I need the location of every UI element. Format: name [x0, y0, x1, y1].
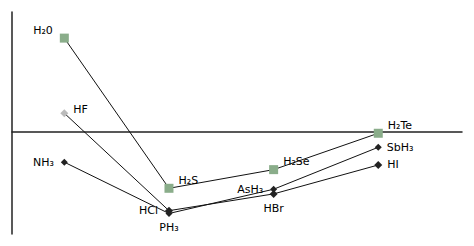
- svg-text:HI: HI: [387, 158, 399, 171]
- svg-text:HBr: HBr: [263, 202, 284, 215]
- svg-text:SbH₃: SbH₃: [387, 141, 414, 154]
- svg-text:H₂Se: H₂Se: [283, 155, 310, 168]
- svg-text:AsH₃: AsH₃: [237, 183, 263, 196]
- svg-text:PH₃: PH₃: [159, 221, 178, 234]
- svg-text:HF: HF: [73, 103, 88, 116]
- svg-text:H₂0: H₂0: [33, 24, 53, 37]
- svg-text:HCl: HCl: [139, 204, 158, 217]
- svg-text:NH₃: NH₃: [33, 156, 54, 169]
- svg-text:H₂Te: H₂Te: [388, 119, 413, 132]
- svg-text:H₂S: H₂S: [178, 174, 198, 187]
